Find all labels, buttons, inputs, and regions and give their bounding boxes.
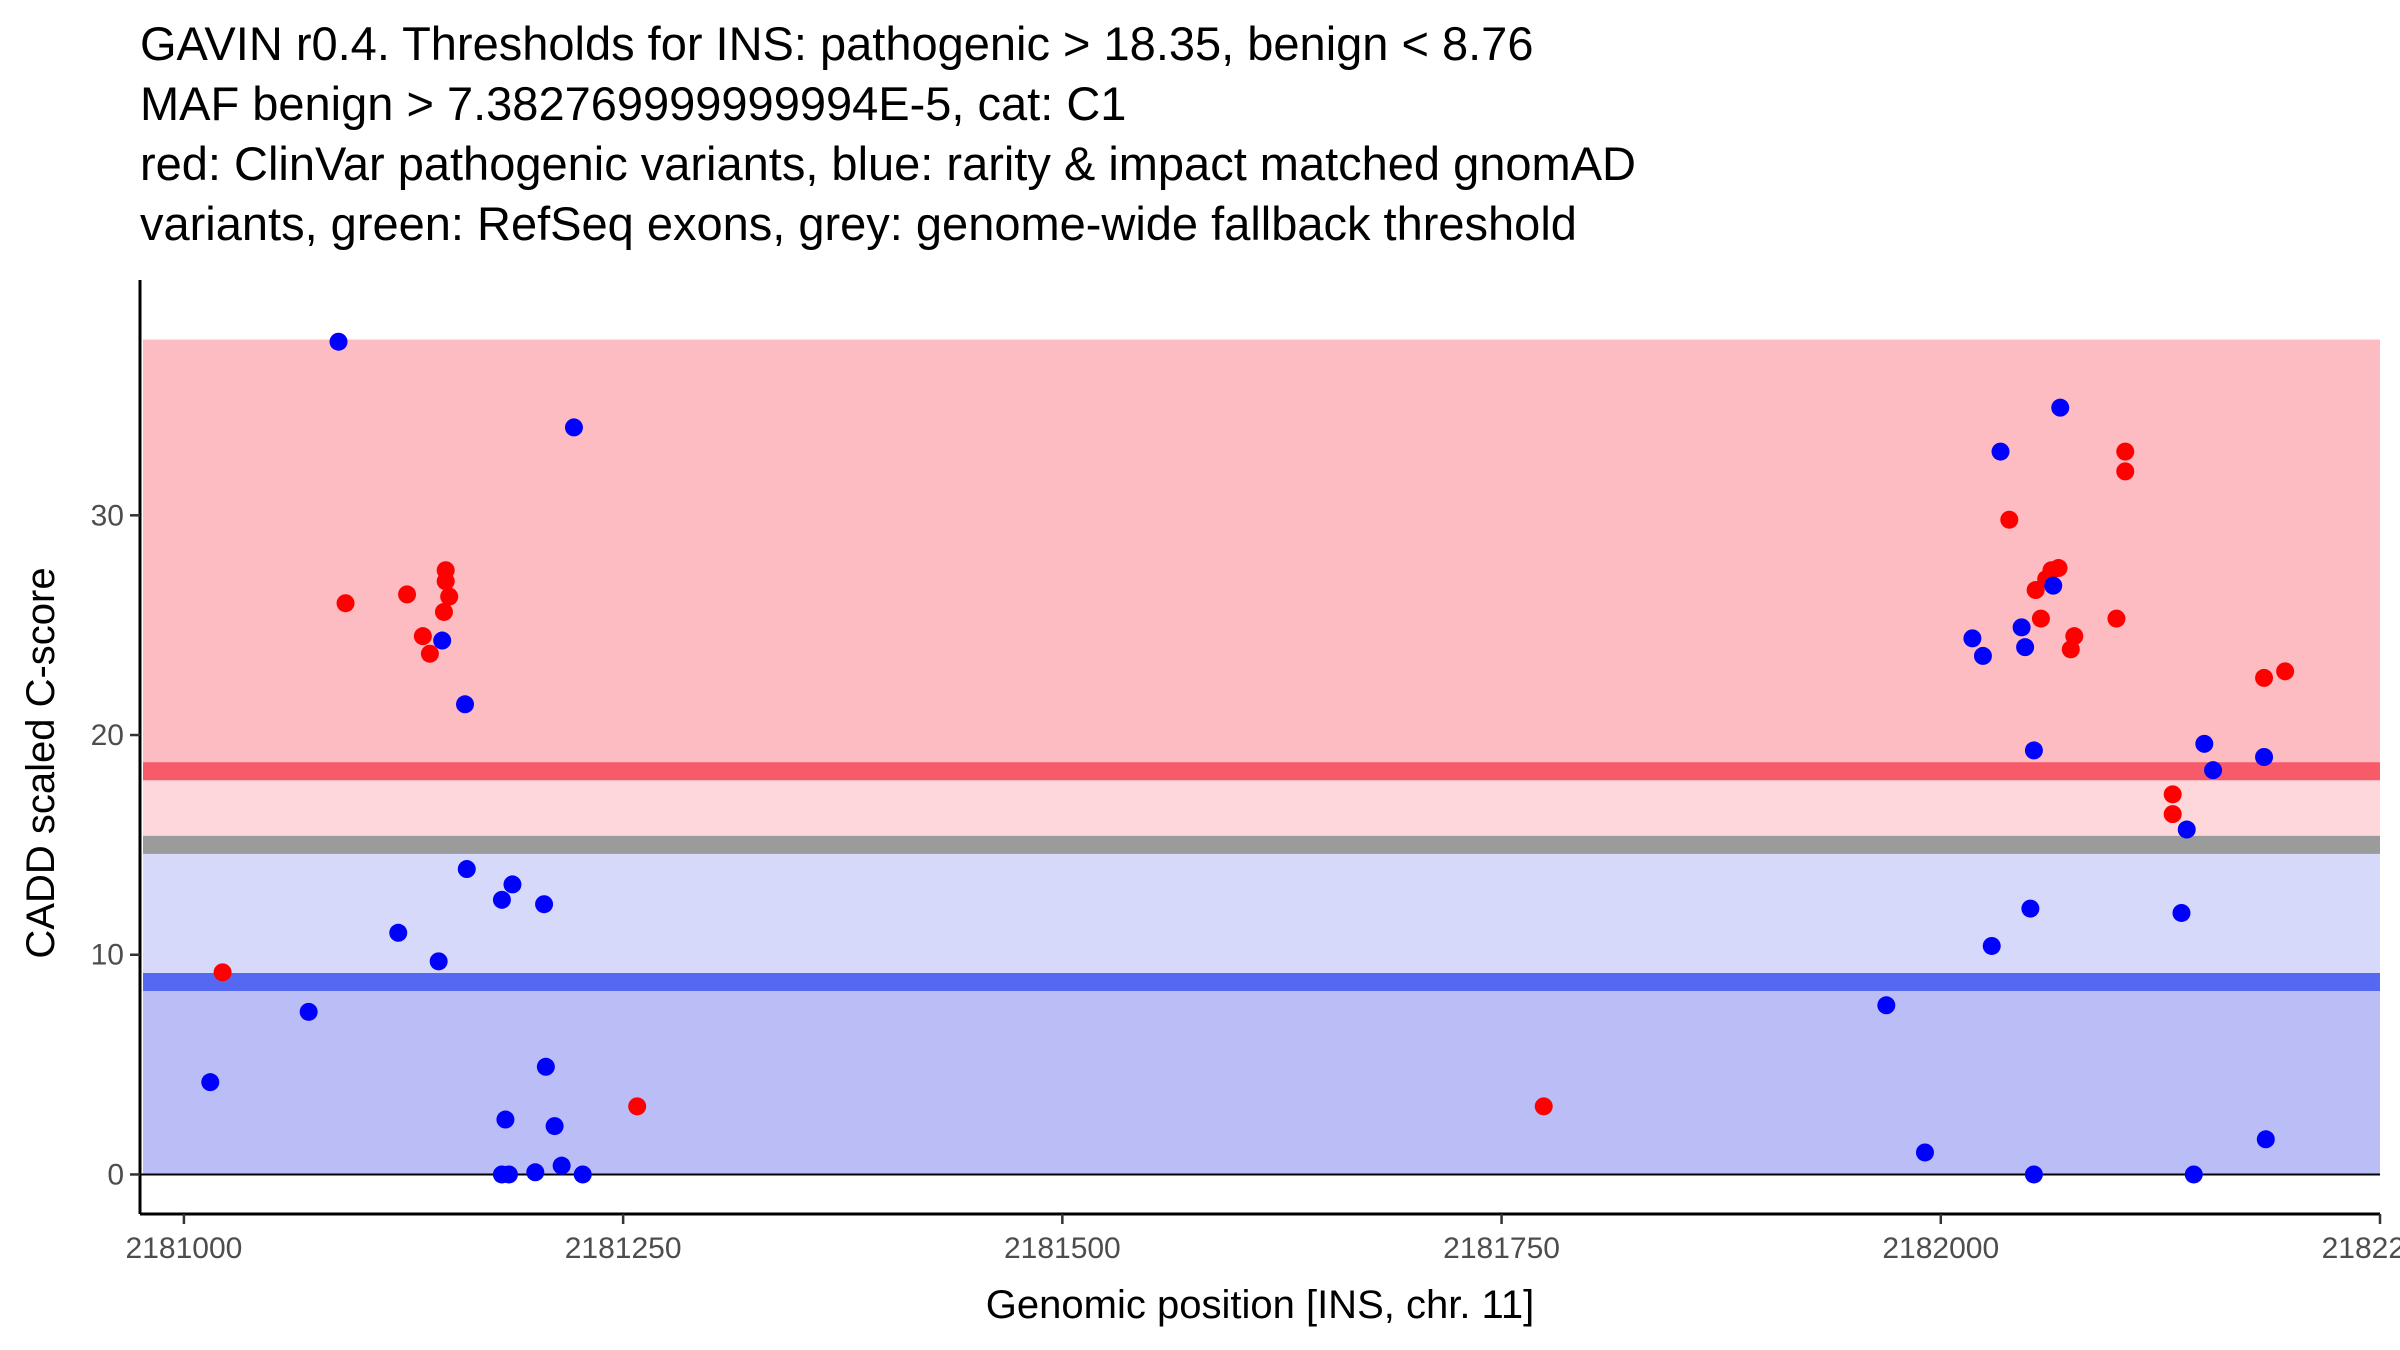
- gnomad-point: [1991, 442, 2010, 461]
- title-line-4: variants, green: RefSeq exons, grey: gen…: [140, 197, 1577, 250]
- y-axis-title: CADD scaled C-score: [19, 567, 63, 958]
- clinvar-point: [2276, 662, 2295, 681]
- gnomad-point: [2256, 1130, 2275, 1149]
- gnomad-point: [526, 1163, 545, 1182]
- gnomad-point: [456, 695, 475, 714]
- gnomad-point: [2024, 741, 2043, 760]
- clinvar-point: [2163, 805, 2182, 824]
- x-tick-label: 2182000: [1882, 1232, 1999, 1265]
- region-benign-zone: [143, 981, 2380, 1175]
- y-tick-label: 30: [91, 499, 124, 532]
- gnomad-point: [2172, 903, 2191, 922]
- clinvar-point: [1534, 1097, 1553, 1116]
- x-axis-title: Genomic position [INS, chr. 11]: [986, 1283, 1534, 1327]
- gnomad-point: [536, 1057, 555, 1076]
- gnomad-point: [2051, 398, 2070, 417]
- gnomad-point: [389, 923, 408, 942]
- clinvar-point: [2163, 785, 2182, 804]
- region-fallback-benign-zone: [143, 844, 2380, 982]
- clinvar-point: [420, 644, 439, 663]
- y-tick-label: 20: [91, 719, 124, 752]
- clinvar-point: [2049, 559, 2068, 578]
- gnomad-point: [1877, 996, 1896, 1015]
- gnomad-point: [2012, 618, 2031, 637]
- x-axis-ticks: 2181000 2181250 2181500 2181750 2182000 21822…: [126, 1214, 2400, 1265]
- gnomad-point: [433, 631, 452, 650]
- gnomad-point: [429, 952, 448, 971]
- gnomad-point: [2016, 638, 2035, 657]
- x-tick-label: 2181250: [565, 1232, 682, 1265]
- x-tick-label: 2181500: [1004, 1232, 1121, 1265]
- gnomad-series: [201, 332, 2275, 1184]
- clinvar-point: [2000, 510, 2019, 529]
- clinvar-point: [336, 594, 355, 613]
- clinvar-point: [434, 602, 453, 621]
- gnomad-point: [2024, 1165, 2043, 1184]
- gnomad-point: [535, 895, 554, 914]
- clinvar-point: [2116, 442, 2135, 461]
- clinvar-point: [2116, 462, 2135, 481]
- title-line-3: red: ClinVar pathogenic variants, blue: …: [140, 137, 1636, 190]
- y-axis-ticks: 0 10 20 30: [91, 499, 140, 1191]
- gnomad-point: [329, 332, 348, 351]
- axes: [138, 280, 2380, 1216]
- clinvar-series: [213, 442, 2295, 1116]
- clinvar-point: [2031, 609, 2050, 628]
- gnomad-point: [2177, 820, 2196, 839]
- clinvar-point: [2255, 668, 2274, 687]
- title-line-2: MAF benign > 7.382769999999994E-5, cat: …: [140, 77, 1127, 130]
- gnomad-point: [496, 1110, 515, 1129]
- y-tick-label: 0: [107, 1158, 124, 1191]
- clinvar-point: [2107, 609, 2126, 628]
- gnomad-point: [2021, 899, 2040, 918]
- threshold-lines: [143, 762, 2380, 991]
- title-line-1: GAVIN r0.4. Thresholds for INS: pathogen…: [140, 17, 1534, 70]
- gnomad-point: [499, 1165, 518, 1184]
- y-tick-label: 10: [91, 939, 124, 972]
- gnomad-point: [2255, 748, 2274, 766]
- gnomad-point: [299, 1002, 318, 1021]
- x-tick-label: 2181750: [1443, 1232, 1560, 1265]
- region-fallback-pathogenic-zone: [143, 771, 2380, 845]
- gnomad-point: [1973, 646, 1992, 665]
- gnomad-point: [2184, 1165, 2203, 1184]
- x-tick-label: 2181000: [126, 1232, 243, 1265]
- gnomad-point: [1982, 936, 2001, 955]
- region-pathogenic-zone: [143, 339, 2380, 772]
- clinvar-point: [628, 1097, 647, 1116]
- gnomad-point: [2204, 761, 2223, 780]
- gnomad-point: [2195, 734, 2214, 753]
- chart-title: GAVIN r0.4. Thresholds for INS: pathogen…: [140, 14, 2380, 254]
- clinvar-point: [213, 963, 232, 982]
- gnomad-point: [564, 418, 583, 437]
- clinvar-point: [413, 627, 432, 646]
- clinvar-point: [440, 587, 459, 606]
- gnomad-point: [457, 860, 476, 879]
- data-points: [201, 332, 2295, 1184]
- clinvar-point: [398, 585, 417, 604]
- clinvar-point: [2065, 627, 2084, 646]
- gnomad-point: [545, 1117, 564, 1136]
- gnomad-point: [552, 1156, 571, 1175]
- clinvar-point: [436, 572, 455, 591]
- threshold-regions: [143, 339, 2380, 1175]
- gnomad-point: [201, 1073, 220, 1092]
- gnomad-point: [573, 1165, 592, 1184]
- gnomad-point: [492, 890, 511, 909]
- x-tick-label: 2182250: [2322, 1232, 2400, 1265]
- gnomad-point: [2044, 576, 2063, 595]
- gnomad-point: [1915, 1143, 1934, 1162]
- gnomad-point: [1963, 629, 1982, 648]
- gnomad-point: [503, 875, 522, 894]
